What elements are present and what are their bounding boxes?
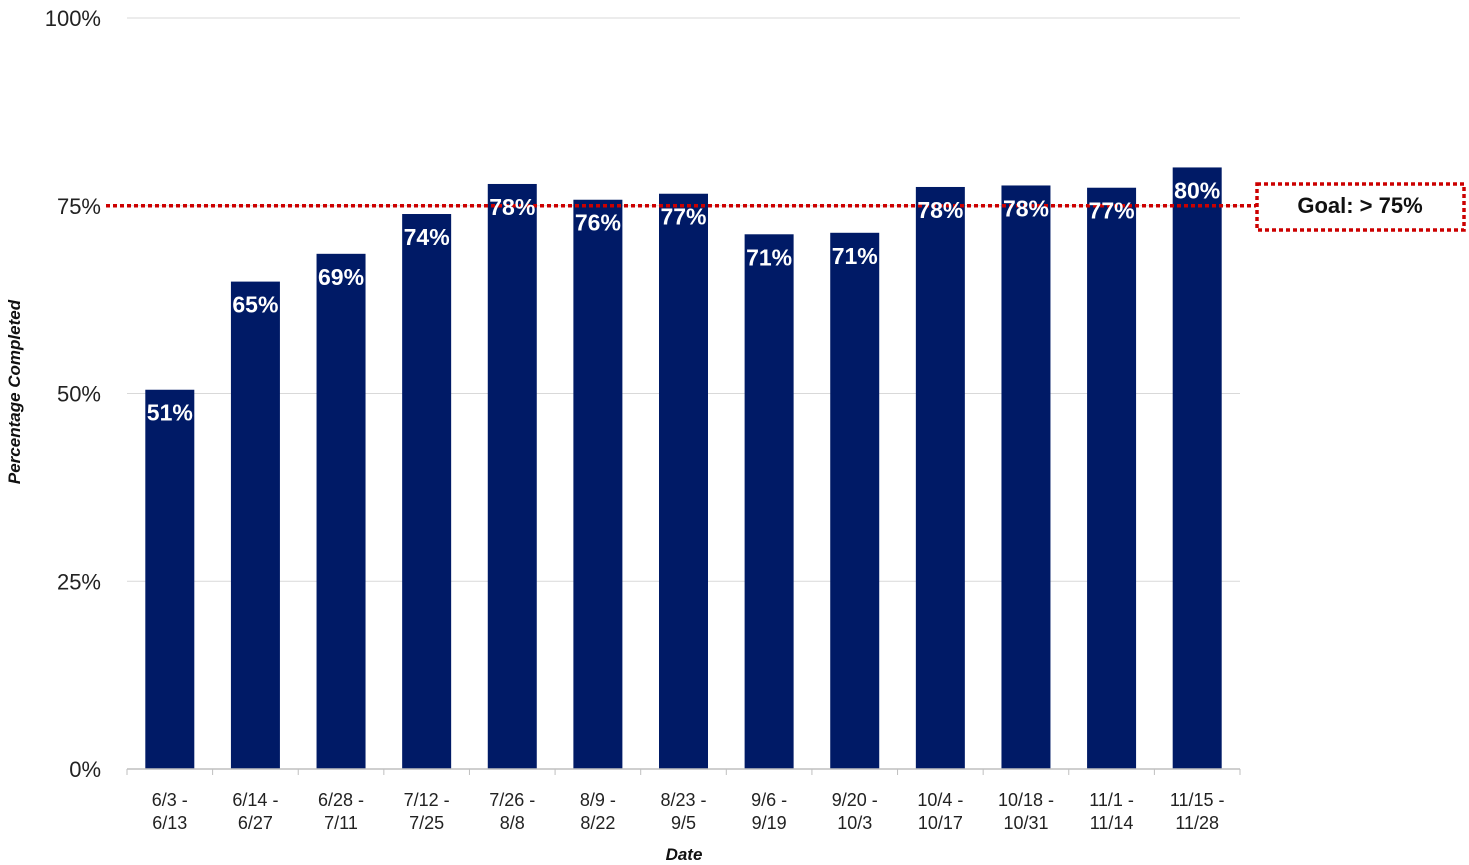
x-tick-label: 10/17 [918, 813, 963, 833]
data-label: 77% [660, 204, 706, 230]
data-label: 78% [489, 194, 535, 220]
x-tick-label: 11/28 [1175, 813, 1219, 833]
x-tick-label: 7/11 [324, 813, 358, 833]
bar [145, 389, 195, 769]
x-tick-label: 8/23 - [660, 790, 706, 810]
x-tick-label: 6/28 - [318, 790, 364, 810]
bar [1001, 185, 1051, 769]
data-label: 78% [1003, 195, 1049, 221]
x-tick-label: 11/1 - [1089, 790, 1134, 810]
bar [402, 214, 452, 770]
x-tick-label: 6/27 [238, 813, 273, 833]
bar [1087, 187, 1137, 769]
x-tick-label: 11/15 - [1170, 790, 1225, 810]
data-label: 77% [1089, 198, 1135, 224]
bar [830, 232, 880, 769]
x-axis-title: Date [666, 845, 703, 864]
data-label: 80% [1174, 177, 1220, 203]
data-label: 74% [404, 224, 450, 250]
x-tick-label: 9/19 [752, 813, 787, 833]
x-tick-label: 6/13 [152, 813, 187, 833]
x-tick-label: 7/12 - [404, 790, 450, 810]
x-tick-label: 6/14 - [232, 790, 278, 810]
bars [145, 167, 1222, 770]
data-label: 51% [147, 400, 193, 426]
bar [316, 253, 366, 770]
x-axis [126, 768, 1241, 775]
x-tick-label: 10/4 - [917, 790, 963, 810]
x-tick-label: 7/26 - [489, 790, 535, 810]
x-tick-label: 9/5 [671, 813, 696, 833]
y-axis-title: Percentage Completed [5, 299, 24, 484]
bar [744, 234, 794, 770]
x-tick-label: 8/9 - [580, 790, 616, 810]
x-tick-label: 9/20 - [832, 790, 878, 810]
x-axis-category-labels: 6/3 - 6/13 6/14 - 6/27 6/28 - 7/11 7/12 - 7/25 7… [152, 790, 1225, 833]
bar [487, 183, 537, 769]
data-label: 76% [575, 210, 621, 236]
x-tick-label: 9/6 - [751, 790, 787, 810]
goal-line-group: Goal: > 75% [106, 182, 1466, 232]
bar [230, 281, 280, 769]
x-tick-label: 8/22 [580, 813, 615, 833]
y-axis-tick-labels: 0% 25% 50% 75% 100% [45, 6, 101, 782]
bar [915, 186, 965, 770]
bar [573, 199, 623, 769]
goal-label: Goal: > 75% [1297, 193, 1422, 218]
data-label: 69% [318, 264, 364, 290]
y-tick-label: 50% [57, 382, 101, 407]
data-label: 71% [746, 244, 792, 270]
x-tick-label: 10/3 [837, 813, 872, 833]
data-label: 65% [232, 292, 278, 318]
x-tick-label: 10/31 [1003, 813, 1048, 833]
data-labels: 51% 65% 69% 74% 78% 76% 77% 71% 71% 78% 78% 77% 80% [147, 177, 1220, 425]
y-tick-label: 0% [69, 757, 101, 782]
data-label: 71% [832, 243, 878, 269]
y-tick-label: 100% [45, 6, 101, 31]
x-tick-label: 8/8 [500, 813, 525, 833]
bar [659, 193, 708, 769]
goal-box [1255, 182, 1466, 232]
y-tick-label: 75% [57, 194, 101, 219]
y-tick-label: 25% [57, 569, 101, 594]
x-tick-label: 6/3 - [152, 790, 188, 810]
data-label: 78% [917, 197, 963, 223]
x-tick-label: 7/25 [409, 813, 444, 833]
bar [1172, 167, 1222, 770]
x-tick-label: 10/18 - [998, 790, 1054, 810]
x-tick-label: 11/14 [1090, 813, 1134, 833]
